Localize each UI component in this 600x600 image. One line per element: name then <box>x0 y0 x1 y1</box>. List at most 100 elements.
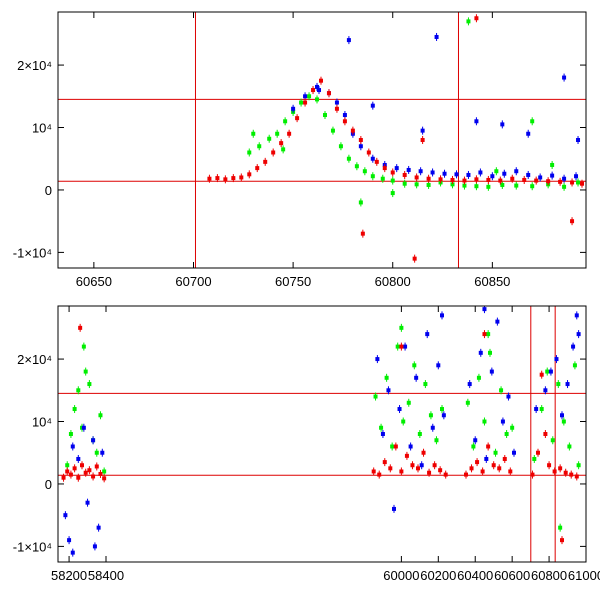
y-tick-label: 0 <box>45 183 52 198</box>
data-point <box>562 176 567 181</box>
data-point <box>576 332 581 337</box>
data-point <box>392 506 396 511</box>
data-point <box>303 94 308 99</box>
data-point <box>466 19 471 24</box>
data-point <box>384 375 389 380</box>
data-point <box>412 363 417 368</box>
x-tick-label: 60650 <box>76 274 112 289</box>
data-point <box>552 469 557 474</box>
data-point <box>393 444 398 449</box>
data-point <box>427 470 432 475</box>
data-point <box>462 183 467 188</box>
data-point <box>263 159 268 164</box>
data-point <box>420 128 425 133</box>
data-point <box>80 463 84 468</box>
data-point <box>562 184 567 189</box>
data-point <box>560 538 564 543</box>
data-point <box>358 138 363 142</box>
data-point <box>574 174 579 179</box>
data-point <box>571 344 576 349</box>
data-point <box>377 472 382 477</box>
x-tick-label: 58400 <box>88 568 124 583</box>
data-point <box>338 144 343 149</box>
axes-frame <box>57 305 587 563</box>
data-point <box>561 419 566 424</box>
data-point <box>374 159 379 164</box>
data-point <box>98 413 103 418</box>
data-point <box>489 369 494 374</box>
data-point <box>399 344 404 349</box>
data-point <box>482 332 487 337</box>
data-point <box>562 75 567 80</box>
data-point <box>382 460 387 465</box>
data-point <box>580 181 585 186</box>
data-point <box>421 450 426 455</box>
data-point <box>538 175 543 180</box>
data-point <box>70 444 75 449</box>
data-point <box>96 525 101 530</box>
data-point <box>406 400 411 405</box>
data-point <box>498 178 503 183</box>
x-tick-label: 60400 <box>457 568 493 583</box>
data-point <box>326 91 331 96</box>
data-point <box>334 106 339 111</box>
data-point <box>556 382 561 387</box>
data-point <box>207 176 212 181</box>
data-point <box>81 425 86 430</box>
data-point <box>330 128 335 133</box>
data-point <box>322 113 327 118</box>
data-point <box>495 319 500 324</box>
data-point <box>430 425 435 430</box>
data-point <box>403 344 408 349</box>
data-point <box>438 468 443 473</box>
data-point <box>412 256 417 261</box>
data-point <box>482 419 487 424</box>
data-point <box>68 432 73 436</box>
data-point <box>543 432 548 436</box>
data-point <box>360 231 365 236</box>
y-tick-label: 2×10⁴ <box>17 58 52 73</box>
data-point <box>547 463 552 468</box>
data-point <box>63 513 68 518</box>
data-point <box>76 388 81 393</box>
data-point <box>504 432 509 436</box>
data-point <box>94 450 99 455</box>
data-point <box>251 131 256 136</box>
data-point <box>215 176 220 181</box>
data-point <box>462 178 467 183</box>
data-point <box>574 474 579 479</box>
data-point <box>247 150 252 155</box>
data-point <box>81 344 86 349</box>
data-point <box>500 122 505 127</box>
data-point <box>358 200 363 205</box>
data-point <box>354 164 359 169</box>
data-point <box>416 466 420 471</box>
data-point <box>565 382 570 387</box>
data-point <box>454 172 459 177</box>
data-point <box>480 469 485 474</box>
data-point <box>299 100 304 105</box>
data-point <box>494 169 499 174</box>
data-point <box>390 444 395 449</box>
data-point <box>370 174 375 179</box>
data-point <box>425 332 430 337</box>
data-point <box>478 350 483 355</box>
data-point <box>464 472 468 477</box>
data-point <box>87 382 92 387</box>
data-point <box>98 471 103 476</box>
data-point <box>287 131 292 136</box>
data-point <box>563 470 568 475</box>
data-point <box>567 444 572 449</box>
data-point <box>83 470 88 475</box>
data-point <box>399 469 404 474</box>
data-point <box>438 177 443 182</box>
data-point <box>530 119 535 124</box>
data-point <box>469 466 474 471</box>
data-point <box>419 463 424 468</box>
data-point <box>239 175 244 180</box>
data-point <box>497 466 502 471</box>
data-point <box>508 469 513 474</box>
data-point <box>500 182 505 187</box>
data-point <box>414 375 419 380</box>
